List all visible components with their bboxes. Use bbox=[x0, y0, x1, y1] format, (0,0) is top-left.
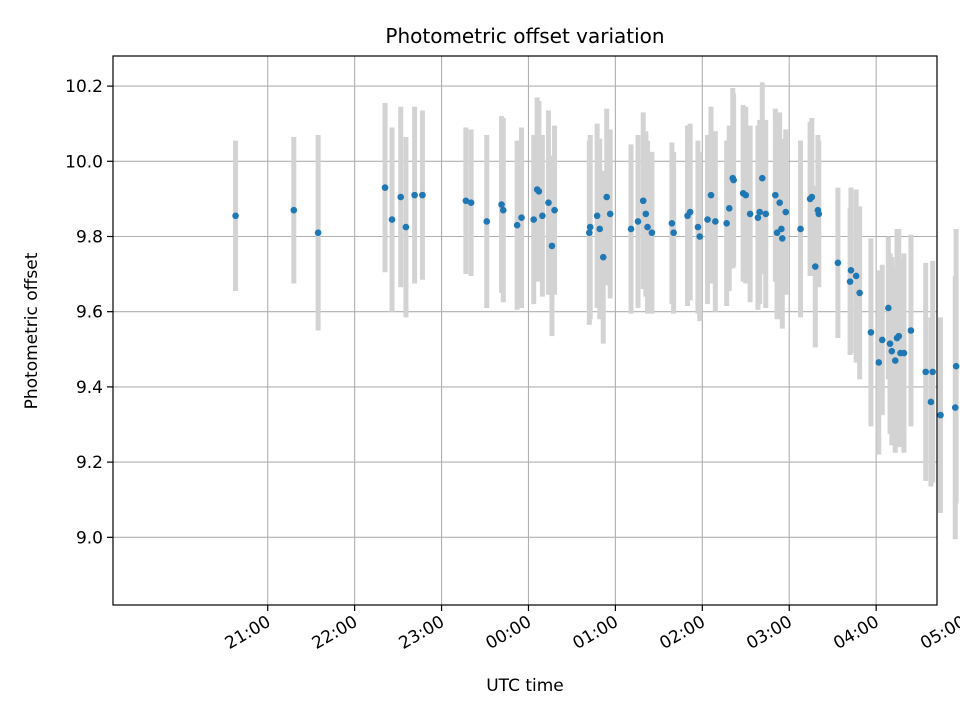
data-point bbox=[878, 336, 886, 344]
y-tick-label: 9.0 bbox=[76, 528, 103, 548]
data-point bbox=[548, 242, 556, 250]
data-point bbox=[907, 327, 915, 334]
data-point bbox=[852, 272, 860, 280]
data-point bbox=[707, 191, 715, 199]
data-point bbox=[388, 216, 396, 223]
data-point bbox=[776, 199, 783, 206]
data-point bbox=[952, 362, 960, 370]
data-point bbox=[518, 214, 525, 221]
data-point bbox=[951, 404, 959, 411]
data-point bbox=[778, 235, 786, 242]
data-point bbox=[712, 218, 719, 225]
data-point bbox=[694, 223, 702, 231]
data-point bbox=[696, 233, 704, 240]
data-point bbox=[397, 193, 405, 201]
data-point bbox=[927, 398, 935, 406]
data-point bbox=[232, 212, 239, 220]
y-tick-label: 9.6 bbox=[76, 303, 103, 323]
data-point bbox=[668, 220, 676, 227]
data-point bbox=[419, 191, 426, 199]
data-point bbox=[586, 223, 594, 231]
y-tick-label: 10.2 bbox=[65, 77, 103, 97]
data-point bbox=[686, 208, 694, 216]
data-point bbox=[381, 184, 389, 191]
data-point bbox=[499, 206, 507, 214]
data-point bbox=[895, 332, 903, 340]
data-point bbox=[900, 349, 908, 357]
data-point bbox=[746, 210, 754, 218]
y-axis-label: Photometric offset bbox=[22, 252, 42, 409]
y-tick-label: 9.4 bbox=[76, 378, 103, 398]
data-point bbox=[846, 278, 854, 285]
data-point bbox=[797, 225, 804, 233]
x-axis-label: UTC time bbox=[486, 676, 564, 696]
data-point bbox=[782, 208, 790, 216]
data-point bbox=[462, 197, 470, 205]
data-point bbox=[596, 225, 604, 233]
data-point bbox=[642, 210, 650, 218]
y-tick-label: 9.2 bbox=[76, 453, 103, 473]
data-point bbox=[929, 368, 936, 376]
data-point bbox=[535, 188, 543, 195]
data-point bbox=[888, 347, 896, 355]
data-point bbox=[704, 216, 711, 223]
data-point bbox=[513, 221, 521, 229]
data-point bbox=[627, 225, 635, 233]
data-point bbox=[670, 229, 677, 237]
data-point bbox=[891, 357, 899, 364]
data-point bbox=[730, 176, 737, 184]
data-point bbox=[937, 411, 944, 419]
plot-frame bbox=[112, 55, 938, 606]
data-point bbox=[634, 218, 642, 225]
data-point bbox=[875, 359, 883, 366]
data-point bbox=[773, 229, 781, 237]
data-point bbox=[545, 199, 552, 206]
grid bbox=[113, 56, 937, 605]
data-point bbox=[834, 259, 842, 267]
data-point bbox=[648, 229, 656, 237]
data-point bbox=[815, 210, 823, 218]
data-point bbox=[756, 208, 763, 216]
data-point bbox=[772, 191, 779, 199]
data-point bbox=[603, 193, 611, 201]
data-point bbox=[778, 225, 785, 233]
data-point bbox=[762, 210, 770, 218]
data-point bbox=[290, 206, 298, 214]
data-point bbox=[551, 206, 558, 214]
data-points bbox=[232, 174, 960, 419]
data-point bbox=[606, 210, 614, 218]
data-point bbox=[754, 214, 762, 221]
data-point bbox=[498, 201, 505, 208]
data-point bbox=[483, 218, 491, 225]
data-point bbox=[886, 340, 894, 347]
data-point bbox=[599, 253, 607, 261]
data-point bbox=[808, 193, 816, 201]
data-point bbox=[856, 289, 863, 297]
data-point bbox=[411, 191, 418, 199]
data-point bbox=[402, 223, 410, 231]
data-point bbox=[742, 191, 750, 199]
data-point bbox=[922, 368, 930, 376]
data-point bbox=[867, 329, 875, 336]
data-point bbox=[725, 204, 733, 212]
data-point bbox=[314, 229, 322, 237]
data-point bbox=[723, 220, 730, 227]
data-point bbox=[586, 229, 593, 237]
data-point bbox=[758, 174, 766, 182]
y-tick-label: 10.0 bbox=[65, 152, 103, 172]
data-point bbox=[644, 223, 651, 231]
data-point bbox=[847, 267, 855, 274]
y-tick-label: 9.8 bbox=[76, 227, 103, 247]
data-point bbox=[639, 197, 647, 205]
data-point bbox=[539, 212, 546, 220]
data-point bbox=[812, 263, 819, 270]
data-point bbox=[593, 212, 601, 220]
data-point bbox=[885, 304, 892, 312]
data-point bbox=[467, 199, 475, 206]
data-point bbox=[530, 216, 537, 223]
y-axis: 9.0 9.2 9.4 9.6 9.8 10.0 10.2 bbox=[65, 77, 113, 548]
chart-title: Photometric offset variation bbox=[385, 24, 664, 48]
